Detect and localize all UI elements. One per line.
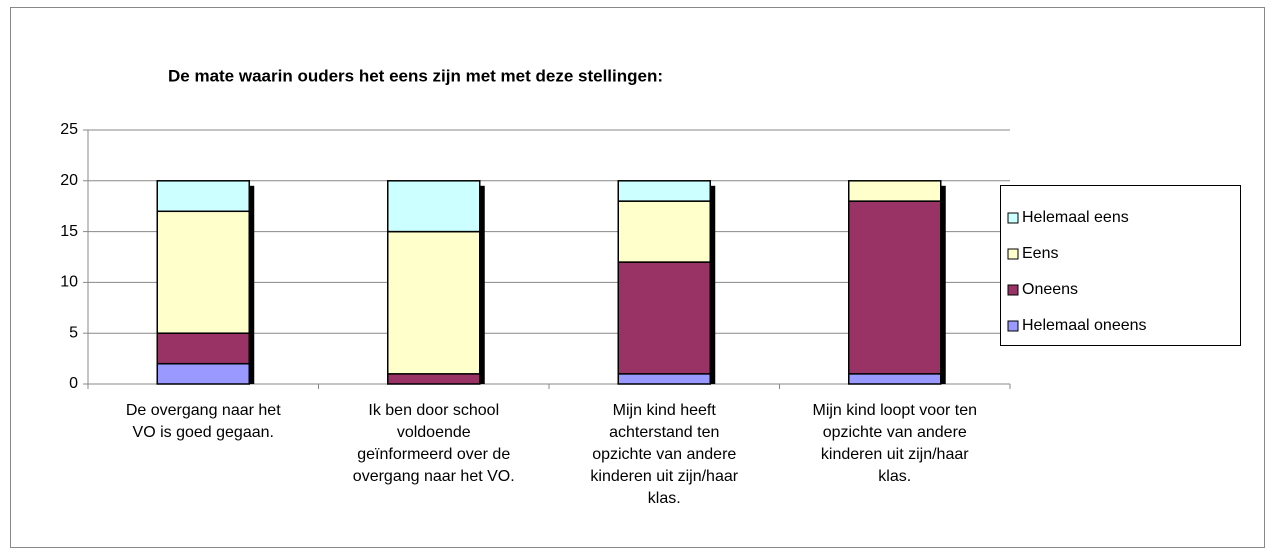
bar-segment <box>387 373 481 385</box>
bar-segment <box>156 210 250 334</box>
legend-label: Eens <box>1022 245 1058 262</box>
bar-segment <box>156 362 250 385</box>
bar-segment <box>387 230 481 375</box>
legend-swatch <box>1007 320 1019 332</box>
x-tick-label: De overgang naar het VO is goed gegaan. <box>125 402 281 441</box>
bar-segment <box>848 180 942 202</box>
y-tick-label: 5 <box>69 324 78 341</box>
y-tick-label: 10 <box>60 274 78 291</box>
legend-swatch <box>1007 212 1019 224</box>
bar-segment <box>617 373 711 385</box>
bar-segment <box>617 261 711 375</box>
chart-title: De mate waarin ouders het eens zijn met … <box>168 66 663 85</box>
x-tick-label: Mijn kind heeft achterstand ten opzichte… <box>590 402 739 507</box>
y-tick-label: 25 <box>60 121 78 138</box>
legend-label: Helemaal oneens <box>1022 317 1147 334</box>
bar-segment <box>848 200 942 375</box>
bar-segment <box>617 180 711 202</box>
bar-segment <box>156 180 250 213</box>
legend-box <box>1000 185 1241 346</box>
bar-segment <box>387 180 481 233</box>
legend-label: Oneens <box>1022 281 1078 298</box>
bar-segment <box>848 373 942 385</box>
legend-swatch <box>1007 284 1019 296</box>
x-tick-label: Ik ben door school voldoende geïnformeer… <box>352 402 515 485</box>
legend-swatch <box>1007 248 1019 260</box>
y-tick-label: 20 <box>60 172 78 189</box>
y-tick-label: 15 <box>60 223 78 240</box>
y-tick-label: 0 <box>69 375 78 392</box>
x-tick-label: Mijn kind loopt voor ten opzichte van an… <box>812 402 978 485</box>
bar-segment <box>156 332 250 365</box>
bar-segment <box>617 200 711 263</box>
legend-label: Helemaal eens <box>1022 209 1129 226</box>
